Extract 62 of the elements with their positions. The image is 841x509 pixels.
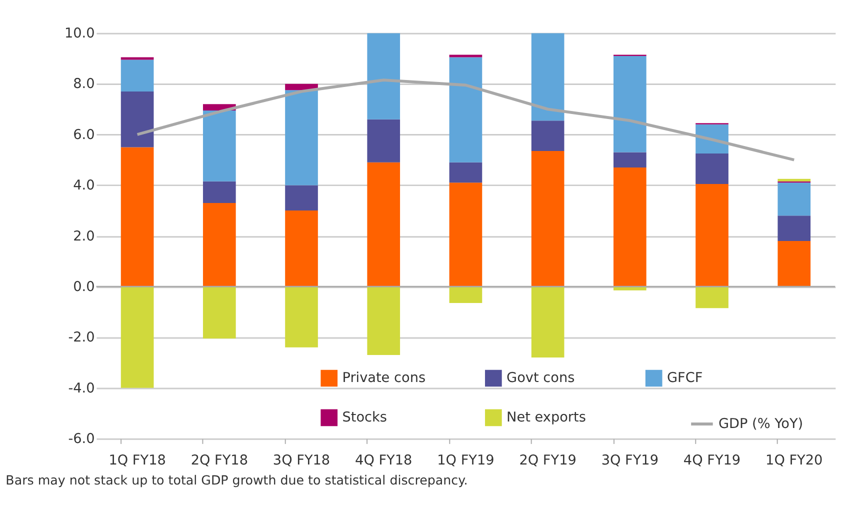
x-tick-label: 2Q FY18 — [190, 452, 248, 468]
y-tick-label: -6.0 — [68, 430, 95, 447]
x-tick-label: 1Q FY20 — [766, 452, 823, 468]
bar — [202, 181, 236, 203]
bar — [285, 286, 318, 348]
y-tick-label: 6.0 — [73, 126, 95, 143]
legend-label: Private cons — [342, 370, 426, 386]
bar — [367, 119, 400, 162]
bar — [120, 147, 154, 287]
bar — [202, 286, 236, 339]
y-tick-label: 10.0 — [64, 26, 95, 42]
bar — [367, 286, 400, 355]
bar — [613, 167, 646, 287]
legend-label: Govt cons — [506, 370, 575, 386]
y-tick-label: 0.0 — [73, 278, 95, 295]
bar — [449, 54, 482, 58]
bar — [202, 110, 236, 182]
x-tick-label: 1Q FY19 — [437, 452, 494, 468]
bar — [449, 162, 482, 183]
y-tick-label: -2.0 — [68, 330, 95, 346]
bar — [531, 33, 564, 121]
bar — [367, 33, 400, 120]
bar — [202, 202, 236, 287]
bar — [696, 184, 728, 287]
bar — [449, 182, 482, 287]
bar — [613, 56, 646, 152]
bar — [778, 178, 811, 182]
x-tick-label: 2Q FY19 — [519, 452, 576, 468]
x-tick-label: 4Q FY18 — [355, 452, 412, 468]
x-tick-label: 4Q FY19 — [683, 452, 741, 468]
bar — [778, 216, 811, 241]
bar — [531, 151, 564, 287]
bar — [696, 286, 728, 308]
bar — [613, 152, 646, 168]
bar — [778, 240, 811, 287]
bar — [449, 286, 482, 304]
bar — [120, 57, 154, 60]
y-tick-label: 8.0 — [73, 76, 95, 92]
bar — [120, 91, 154, 148]
legend-label: Stocks — [342, 410, 387, 426]
bar — [120, 60, 154, 92]
y-tick-label: 4.0 — [73, 178, 95, 194]
legend-label: Net exports — [506, 410, 586, 426]
x-tick-label: 3Q FY19 — [601, 452, 658, 468]
bar — [285, 210, 318, 287]
bar — [120, 286, 154, 388]
y-tick-label: 2.0 — [73, 228, 95, 244]
bar — [531, 120, 564, 151]
line-series — [136, 78, 796, 162]
bar — [531, 286, 564, 358]
x-tick-label: 1Q FY18 — [108, 452, 166, 468]
y-tick-label: -4.0 — [68, 380, 95, 396]
legend-label: GDP (% YoY) — [718, 416, 804, 432]
bar — [696, 154, 728, 184]
bar — [367, 162, 400, 287]
legend-label: GFCF — [666, 370, 703, 386]
bar — [285, 185, 318, 211]
bar — [285, 90, 318, 186]
bar — [778, 182, 811, 216]
bar — [449, 57, 482, 162]
text: Bars may not stack up to total GDP growth due to statistical discrepancy. — [6, 472, 468, 488]
x-tick-label: 3Q FY18 — [272, 452, 330, 468]
